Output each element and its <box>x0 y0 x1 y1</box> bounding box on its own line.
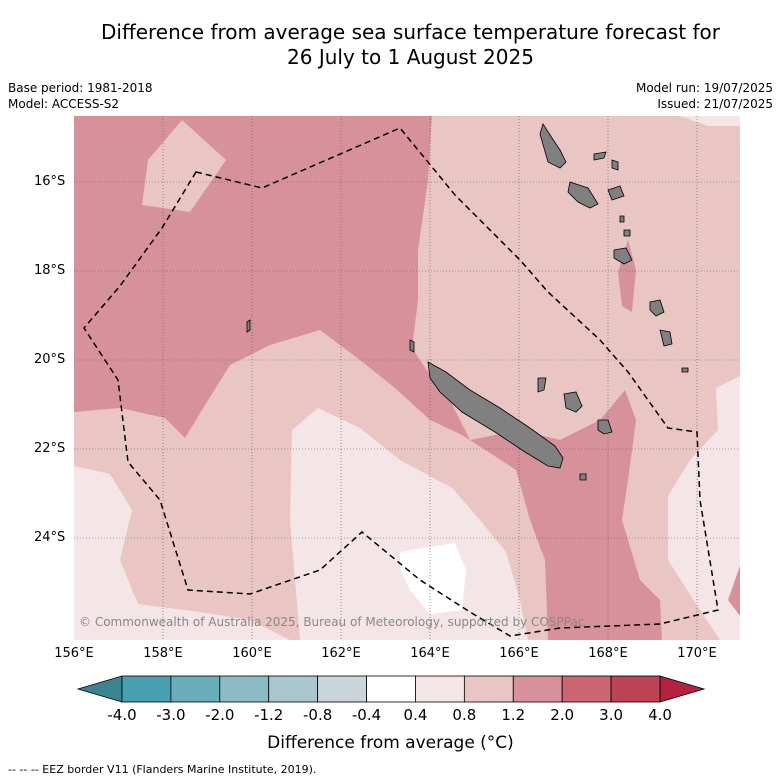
metadata-left: Base period: 1981-2018 Model: ACCESS-S2 <box>8 80 153 112</box>
colorbar-tick-label: 1.2 <box>501 706 526 724</box>
metadata-right: Model run: 19/07/2025 Issued: 21/07/2025 <box>636 80 773 112</box>
eez-border <box>83 127 719 637</box>
colorbar-tick-label: 3.0 <box>599 706 624 724</box>
colorbar-tick-label: 2.0 <box>550 706 575 724</box>
colorbar-segment <box>415 675 465 703</box>
vanuatu-pentecost <box>611 159 619 171</box>
colorbar-over-arrow <box>659 675 706 703</box>
colorbar-segment <box>366 675 416 703</box>
vanuatu-islet-a <box>619 215 625 223</box>
colorbar-segment <box>463 675 514 703</box>
vanuatu-erromango <box>649 299 665 317</box>
loyalty-ouvea <box>537 377 547 393</box>
colorbar-tick-label: -4.0 <box>107 706 137 724</box>
anomaly-field <box>74 116 740 640</box>
vanuatu-efate <box>613 247 633 265</box>
colorbar-segment <box>561 675 612 703</box>
lat-label-16s: 16°S <box>34 174 66 189</box>
vanuatu-maewo <box>593 151 607 161</box>
copyright-notice: © Commonwealth of Australia 2025, Bureau… <box>79 615 585 629</box>
lon-label-166e: 166°E <box>499 646 539 661</box>
colorbar-segment <box>219 675 270 703</box>
anomaly-band-0.4-0.8-southwest <box>74 466 290 640</box>
colorbar-tick-label: 4.0 <box>648 706 672 724</box>
eez-legend-note: -- -- -- EEZ border V11 (Flanders Marine… <box>8 763 317 776</box>
isle-of-pines <box>579 473 587 481</box>
colorbar-tick-label: -0.4 <box>351 706 382 724</box>
lon-label-170e: 170°E <box>677 646 717 661</box>
anomaly-band-near-zero <box>400 543 466 614</box>
chesterfield-islet <box>246 319 251 333</box>
anomaly-band-1.2-2.0-east-edge <box>728 566 740 616</box>
colorbar-under-arrow <box>76 675 123 703</box>
model-name: Model: ACCESS-S2 <box>8 97 120 111</box>
vanuatu-espiritu-santo <box>539 123 567 169</box>
loyalty-mare <box>597 419 613 435</box>
lat-label-22s: 22°S <box>34 441 66 456</box>
colorbar-segment <box>317 675 367 703</box>
lon-label-164e: 164°E <box>410 646 450 661</box>
title-line-2: 26 July to 1 August 2025 <box>287 45 534 69</box>
vanuatu-tanna <box>659 329 673 347</box>
colorbar-segment <box>610 675 661 703</box>
lat-label-20s: 20°S <box>34 352 66 367</box>
lon-label-156e: 156°E <box>54 646 94 661</box>
colorbar-segment <box>512 675 563 703</box>
colorbar-title: Difference from average (°C) <box>267 733 514 753</box>
loyalty-lifou <box>563 391 583 413</box>
lat-label-24s: 24°S <box>34 530 66 545</box>
belep-islet <box>409 339 415 353</box>
issued-date: Issued: 21/07/2025 <box>657 97 773 111</box>
colorbar-segment <box>268 675 319 703</box>
title-line-1: Difference from average sea surface temp… <box>100 20 720 44</box>
new-caledonia-island <box>427 361 564 469</box>
vanuatu-islet-b <box>623 229 631 237</box>
vanuatu-malakula <box>567 181 599 209</box>
lat-label-18s: 18°S <box>34 263 66 278</box>
anomaly-band-0.4-0.8-northeast <box>680 116 740 126</box>
colorbar-tick-label: -3.0 <box>156 706 186 724</box>
colorbar-segment <box>170 675 221 703</box>
lon-label-162e: 162°E <box>321 646 361 661</box>
colorbar-tick-label: 0.4 <box>403 706 428 724</box>
anomaly-band-0.4-0.8-south <box>290 408 528 640</box>
colorbar-tick-label: 0.8 <box>452 706 477 724</box>
colorbar-segment <box>121 675 172 703</box>
model-run: Model run: 19/07/2025 <box>635 81 773 95</box>
colorbar-tick-label: -1.2 <box>254 706 284 724</box>
vanuatu-ambrym <box>607 185 625 201</box>
colorbar <box>76 675 706 703</box>
anomaly-band-0.4-0.8-east <box>668 376 740 640</box>
lon-label-158e: 158°E <box>143 646 183 661</box>
land-masses <box>246 123 689 481</box>
matthew-islet <box>681 367 689 373</box>
anomaly-band-1.2-2.0-south <box>470 390 662 640</box>
lon-label-168e: 168°E <box>588 646 628 661</box>
map-title: Difference from average sea surface temp… <box>40 20 781 70</box>
base-period: Base period: 1981-2018 <box>8 81 153 95</box>
colorbar-tick-label: -0.8 <box>302 706 333 724</box>
colorbar-tick-label: -2.0 <box>205 706 235 724</box>
lon-label-160e: 160°E <box>232 646 272 661</box>
